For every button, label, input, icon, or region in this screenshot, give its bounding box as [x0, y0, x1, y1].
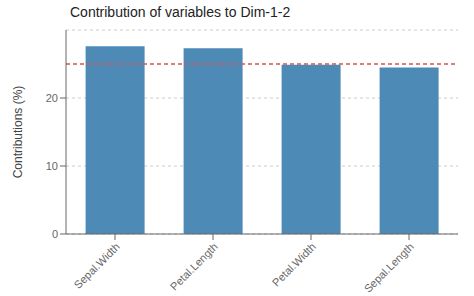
svg-text:Sepal.Length: Sepal.Length: [362, 240, 416, 294]
svg-text:Sepal.Width: Sepal.Width: [72, 240, 122, 290]
svg-text:10: 10: [46, 160, 58, 172]
svg-text:Petal.Width: Petal.Width: [270, 240, 318, 288]
svg-text:Petal.Length: Petal.Length: [168, 240, 220, 292]
svg-text:0: 0: [52, 228, 58, 240]
svg-text:20: 20: [46, 92, 58, 104]
svg-text:Contributions (%): Contributions (%): [11, 86, 25, 179]
html-text:Contribution of variables to D: Contribution of variables to Dim-1-2: [70, 4, 291, 20]
